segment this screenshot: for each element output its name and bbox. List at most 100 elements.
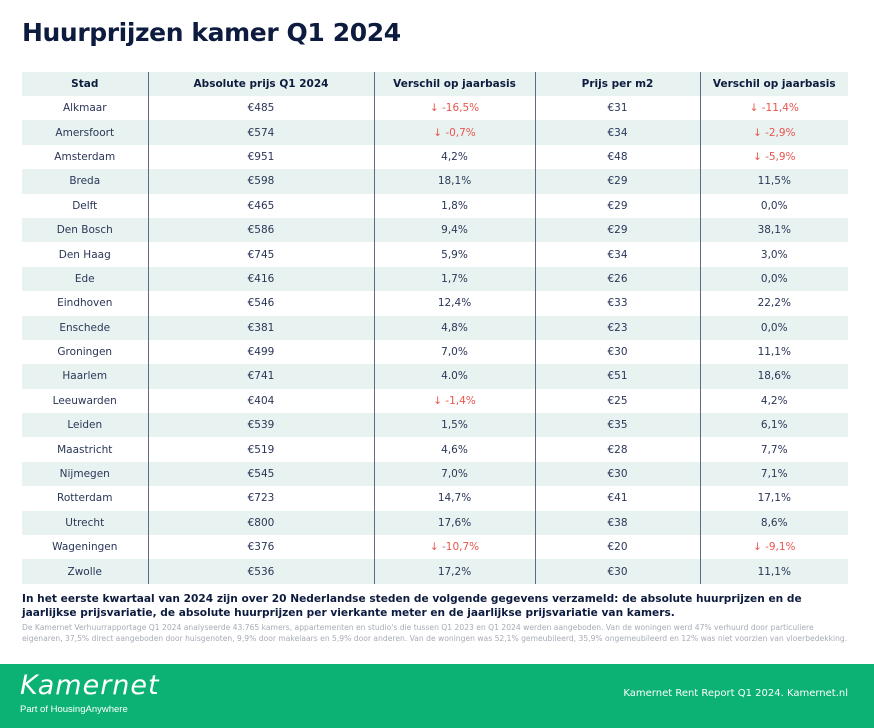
cell-price-per-m2: €38 (535, 510, 701, 536)
cell-absolute-change: 4,2% (374, 144, 536, 170)
cell-price-per-m2: €29 (535, 217, 701, 243)
cell-absolute-price: €519 (148, 437, 375, 462)
cell-m2-change: 6,1% (700, 413, 848, 438)
cell-absolute-price: €416 (148, 266, 375, 292)
cell-city: Maastricht (22, 437, 149, 462)
cell-city: Breda (22, 169, 149, 194)
cell-absolute-change: 5,9% (374, 242, 536, 267)
table-row: Ede €416 1,7% €26 0,0% (22, 266, 848, 292)
header-m2-change: Verschil op jaarbasis (700, 72, 848, 96)
cell-absolute-change: 7,0% (374, 461, 536, 487)
cell-absolute-price: €951 (148, 144, 375, 170)
cell-absolute-change: ↓ -0,7% (374, 120, 536, 145)
header-absolute-price: Absolute prijs Q1 2024 (148, 72, 375, 96)
cell-absolute-change: 9,4% (374, 217, 536, 243)
table-row: Den Bosch €586 9,4% €29 38,1% (22, 217, 848, 243)
table-row: Maastricht €519 4,6% €28 7,7% (22, 437, 848, 462)
table-row: Delft €465 1,8% €29 0,0% (22, 193, 848, 218)
table-row: Alkmaar €485 ↓ -16,5% €31 ↓ -11,4% (22, 96, 848, 121)
cell-absolute-price: €545 (148, 461, 375, 487)
cell-m2-change: 22,2% (757, 297, 791, 310)
cell-m2-change: ↓ -2,9% (700, 120, 848, 145)
cell-city: Amsterdam (22, 144, 149, 170)
cell-price-per-m2: €48 (535, 144, 701, 170)
cell-absolute-change: 14,7% (374, 486, 536, 511)
cell-absolute-change: 4,8% (374, 315, 536, 340)
cell-price-per-m2: €30 (535, 559, 701, 584)
cell-city: Den Bosch (22, 217, 149, 243)
cell-absolute-change: 4.0% (374, 364, 536, 389)
cell-m2-change: ↓ -11,4% (749, 102, 799, 115)
cell-m2-change: 7,7% (760, 443, 788, 456)
cell-absolute-change: 1,7% (374, 266, 536, 292)
cell-m2-change: ↓ -5,9% (752, 150, 796, 163)
table-row: Leeuwarden €404 ↓ -1,4% €25 4,2% (22, 388, 848, 414)
cell-price-per-m2: €30 (535, 339, 701, 365)
cell-price-per-m2: €29 (535, 169, 701, 194)
cell-absolute-price: €381 (148, 315, 375, 340)
cell-price-per-m2: €51 (535, 364, 701, 389)
cell-price-per-m2: €34 (535, 120, 701, 145)
cell-city: Leiden (22, 413, 149, 438)
cell-price-per-m2: €29 (535, 193, 701, 218)
cell-m2-change: ↓ -9,1% (752, 541, 796, 554)
table-row: Zwolle €536 17,2% €30 11,1% (22, 559, 848, 584)
logo-subtitle: Part of HousingAnywhere (20, 704, 128, 715)
cell-absolute-change: ↓ -1,4% (374, 388, 536, 414)
cell-m2-change: 0,0% (700, 315, 848, 340)
cell-city: Eindhoven (22, 291, 149, 316)
kamernet-logo: Kamernet (20, 670, 160, 701)
cell-price-per-m2: €35 (535, 413, 701, 438)
cell-city: Rotterdam (22, 486, 149, 511)
cell-m2-change: 11,1% (757, 346, 791, 359)
cell-absolute-price: €485 (148, 96, 375, 121)
cell-absolute-price: €598 (148, 169, 375, 194)
rent-prices-table: Stad Absolute prijs Q1 2024 Verschil op … (22, 72, 848, 584)
cell-city: Den Haag (22, 242, 149, 267)
cell-absolute-price: €741 (148, 364, 375, 389)
cell-price-per-m2: €20 (535, 535, 701, 560)
cell-absolute-change: ↓ -10,7% (374, 535, 536, 560)
table-row: Amsterdam €951 4,2% €48 ↓ -5,9% (22, 144, 848, 170)
cell-city: Leeuwarden (22, 388, 149, 414)
cell-m2-change: 18,6% (700, 364, 848, 389)
page-title: Huurprijzen kamer Q1 2024 (22, 18, 401, 47)
cell-price-per-m2: €34 (535, 242, 701, 267)
cell-city: Groningen (22, 339, 149, 365)
table-row: Nijmegen €545 7,0% €30 7,1% (22, 461, 848, 487)
cell-city: Utrecht (22, 510, 149, 536)
cell-absolute-change: 1,5% (374, 413, 536, 438)
table-row: Groningen €499 7,0% €30 11,1% (22, 339, 848, 365)
cell-m2-change: 38,1% (700, 217, 848, 243)
table-row: Eindhoven €546 12,4% €33 22,2% (22, 291, 848, 316)
cell-absolute-price: €546 (148, 291, 375, 316)
table-row: Amersfoort €574 ↓ -0,7% €34 ↓ -2,9% (22, 120, 848, 145)
cell-city: Haarlem (22, 364, 149, 389)
table-row: Breda €598 18,1% €29 11,5% (22, 169, 848, 194)
cell-absolute-price: €499 (148, 339, 375, 365)
cell-absolute-price: €723 (148, 486, 375, 511)
table-row: Enschede €381 4,8% €23 0,0% (22, 315, 848, 340)
header-price-per-m2: Prijs per m2 (535, 72, 701, 96)
cell-price-per-m2: €26 (535, 266, 701, 292)
cell-absolute-change: 7,0% (374, 339, 536, 365)
cell-price-per-m2: €23 (535, 315, 701, 340)
cell-absolute-price: €376 (148, 535, 375, 560)
cell-absolute-price: €586 (148, 217, 375, 243)
cell-m2-change: 3,0% (760, 248, 788, 261)
cell-absolute-change: ↓ -16,5% (374, 96, 536, 121)
cell-price-per-m2: €30 (535, 461, 701, 487)
table-row: Haarlem €741 4.0% €51 18,6% (22, 364, 848, 389)
table-header-row: Stad Absolute prijs Q1 2024 Verschil op … (22, 72, 848, 96)
cell-absolute-price: €536 (148, 559, 375, 584)
cell-price-per-m2: €28 (535, 437, 701, 462)
cell-absolute-change: 18,1% (374, 169, 536, 194)
header-city: Stad (22, 72, 149, 96)
cell-city: Wageningen (22, 535, 149, 560)
cell-m2-change: 11,1% (700, 559, 848, 584)
cell-absolute-price: €800 (148, 510, 375, 536)
cell-city: Enschede (22, 315, 149, 340)
description-text: In het eerste kwartaal van 2024 zijn ove… (22, 593, 802, 619)
cell-city: Nijmegen (22, 461, 149, 487)
cell-absolute-price: €465 (148, 193, 375, 218)
